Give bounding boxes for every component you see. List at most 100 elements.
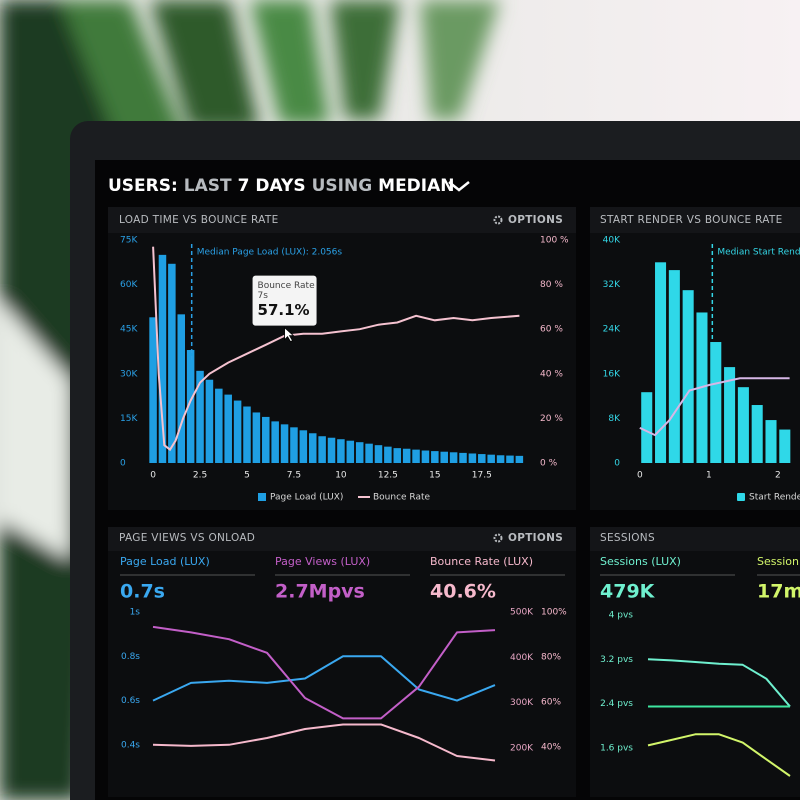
- y-tick-label: 80%: [541, 653, 561, 663]
- bar: [478, 454, 486, 463]
- bar: [149, 317, 157, 463]
- y-tick-label: 300K: [510, 698, 534, 708]
- bar: [421, 450, 430, 463]
- bar: [243, 406, 251, 463]
- bar: [765, 420, 777, 463]
- bar: [252, 412, 261, 463]
- x-tick-label: 10: [335, 471, 347, 481]
- y-tick-label: 60K: [120, 280, 138, 290]
- bar: [393, 448, 402, 463]
- y-tick-label: 1.6 pvs: [600, 744, 633, 754]
- bar: [737, 387, 749, 463]
- bar: [158, 254, 167, 463]
- tooltip-x: 7s: [258, 291, 269, 301]
- bar: [724, 367, 736, 463]
- bar: [280, 424, 289, 463]
- bar: [365, 443, 373, 463]
- x-tick-label: 5: [244, 471, 250, 481]
- panel-header: [108, 527, 576, 551]
- bar: [506, 455, 514, 463]
- y-tick-label: 0.4s: [121, 740, 140, 750]
- y-tick-label: 30K: [120, 369, 138, 379]
- y-tick-label: 4 pvs: [609, 610, 634, 620]
- series-line: [647, 658, 791, 708]
- y-tick-label: 8K: [608, 414, 621, 424]
- bar: [668, 270, 680, 463]
- title-part: LAST: [184, 176, 232, 196]
- bar: [449, 452, 458, 463]
- y-tick-label: 24K: [603, 325, 621, 335]
- bar: [710, 342, 722, 463]
- bar: [515, 455, 524, 463]
- median-label: Median Start Rende: [717, 248, 800, 258]
- dropdown-chevron[interactable]: [448, 181, 470, 192]
- legend-label: Page Load (LUX): [270, 493, 343, 503]
- x-tick-label: 7.5: [287, 471, 301, 481]
- page-title: USERS: LAST 7 DAYS USING MEDIAN: [108, 176, 455, 196]
- y-tick-label: 40 %: [540, 369, 563, 379]
- bar: [496, 455, 505, 463]
- y-tick-label: 80 %: [540, 280, 563, 290]
- series-line: [152, 625, 496, 720]
- legend-label: Bounce Rate: [373, 493, 431, 503]
- series-line: [647, 733, 791, 777]
- x-tick-label: 17.5: [472, 471, 492, 481]
- bar: [412, 449, 420, 463]
- panel: [108, 527, 576, 797]
- y-tick-label: 0.6s: [121, 696, 140, 706]
- panel-title: START RENDER VS BOUNCE RATE: [600, 214, 783, 226]
- panel: [590, 207, 800, 510]
- y-tick-label: 100%: [541, 608, 567, 618]
- tooltip-title: Bounce Rate: [258, 281, 316, 291]
- y-tick-label: 16K: [603, 369, 621, 379]
- title-part: USERS:: [108, 176, 178, 196]
- bar: [327, 437, 336, 463]
- y-tick-label: 32K: [603, 280, 621, 290]
- x-tick-label: 2.5: [193, 471, 207, 481]
- metric-value: 2.7Mpvs: [275, 581, 365, 603]
- metric-label: Page Load (LUX): [120, 555, 210, 568]
- x-tick-label: 15: [429, 471, 440, 481]
- y-tick-label: 0 %: [540, 459, 558, 469]
- tooltip-value: 57.1%: [258, 301, 310, 319]
- bar: [440, 451, 448, 463]
- metric-value: 17m: [757, 581, 800, 603]
- y-tick-label: 400K: [510, 653, 534, 663]
- gear-icon[interactable]: [493, 215, 503, 225]
- options-button[interactable]: OPTIONS: [508, 214, 563, 226]
- y-tick-label: 0: [614, 459, 620, 469]
- y-tick-label: 100 %: [540, 236, 569, 246]
- legend-swatch: [737, 493, 745, 501]
- y-tick-label: 60 %: [540, 325, 563, 335]
- bar: [205, 379, 214, 463]
- bar: [751, 405, 763, 463]
- bar: [487, 454, 495, 463]
- bar: [641, 392, 653, 463]
- panel-title: SESSIONS: [600, 532, 655, 544]
- bar: [346, 440, 355, 463]
- x-tick-label: 2: [775, 471, 781, 481]
- bar: [271, 421, 279, 463]
- metric-value: 0.7s: [120, 581, 165, 603]
- gear-icon[interactable]: [493, 533, 503, 543]
- y-tick-label: 0: [120, 459, 126, 469]
- bar: [299, 430, 308, 463]
- metric-value: 479K: [600, 581, 656, 603]
- bar: [355, 442, 364, 463]
- tooltip: [252, 275, 317, 326]
- title-part: 7 DAYS: [238, 176, 306, 196]
- bar: [196, 370, 204, 463]
- median-label: Median Page Load (LUX): 2.056s: [197, 248, 343, 258]
- y-tick-label: 40K: [603, 236, 621, 246]
- bounce-line: [639, 377, 790, 437]
- bar: [308, 433, 317, 463]
- bar: [290, 427, 298, 463]
- bar: [262, 416, 270, 463]
- bar: [224, 394, 232, 463]
- bar: [779, 429, 791, 463]
- bar: [337, 439, 345, 463]
- bar: [468, 453, 477, 463]
- options-button[interactable]: OPTIONS: [508, 532, 563, 544]
- metric-label: Sessions (LUX): [600, 555, 681, 568]
- y-tick-label: 40%: [541, 743, 561, 753]
